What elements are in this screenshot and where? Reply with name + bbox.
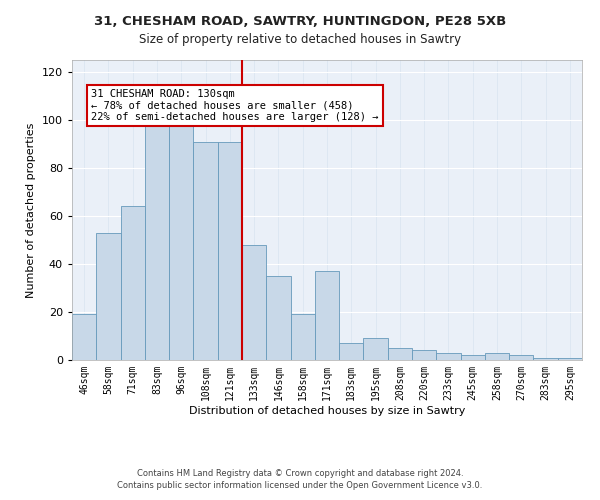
Bar xyxy=(145,120,169,360)
Bar xyxy=(509,355,533,360)
Bar xyxy=(290,314,315,360)
Bar xyxy=(169,125,193,360)
Y-axis label: Number of detached properties: Number of detached properties xyxy=(26,122,36,298)
Bar xyxy=(218,142,242,360)
Bar xyxy=(412,350,436,360)
Text: Contains public sector information licensed under the Open Government Licence v3: Contains public sector information licen… xyxy=(118,481,482,490)
Bar xyxy=(436,353,461,360)
Bar xyxy=(558,358,582,360)
Bar xyxy=(266,276,290,360)
Bar xyxy=(533,358,558,360)
Bar xyxy=(193,142,218,360)
Bar xyxy=(461,355,485,360)
Text: 31, CHESHAM ROAD, SAWTRY, HUNTINGDON, PE28 5XB: 31, CHESHAM ROAD, SAWTRY, HUNTINGDON, PE… xyxy=(94,15,506,28)
Bar xyxy=(388,348,412,360)
X-axis label: Distribution of detached houses by size in Sawtry: Distribution of detached houses by size … xyxy=(189,406,465,415)
Text: Contains HM Land Registry data © Crown copyright and database right 2024.: Contains HM Land Registry data © Crown c… xyxy=(137,468,463,477)
Bar xyxy=(485,353,509,360)
Bar xyxy=(121,206,145,360)
Bar xyxy=(242,245,266,360)
Bar xyxy=(72,314,96,360)
Text: Size of property relative to detached houses in Sawtry: Size of property relative to detached ho… xyxy=(139,32,461,46)
Text: 31 CHESHAM ROAD: 130sqm
← 78% of detached houses are smaller (458)
22% of semi-d: 31 CHESHAM ROAD: 130sqm ← 78% of detache… xyxy=(91,89,379,122)
Bar xyxy=(339,343,364,360)
Bar xyxy=(96,233,121,360)
Bar xyxy=(364,338,388,360)
Bar xyxy=(315,271,339,360)
